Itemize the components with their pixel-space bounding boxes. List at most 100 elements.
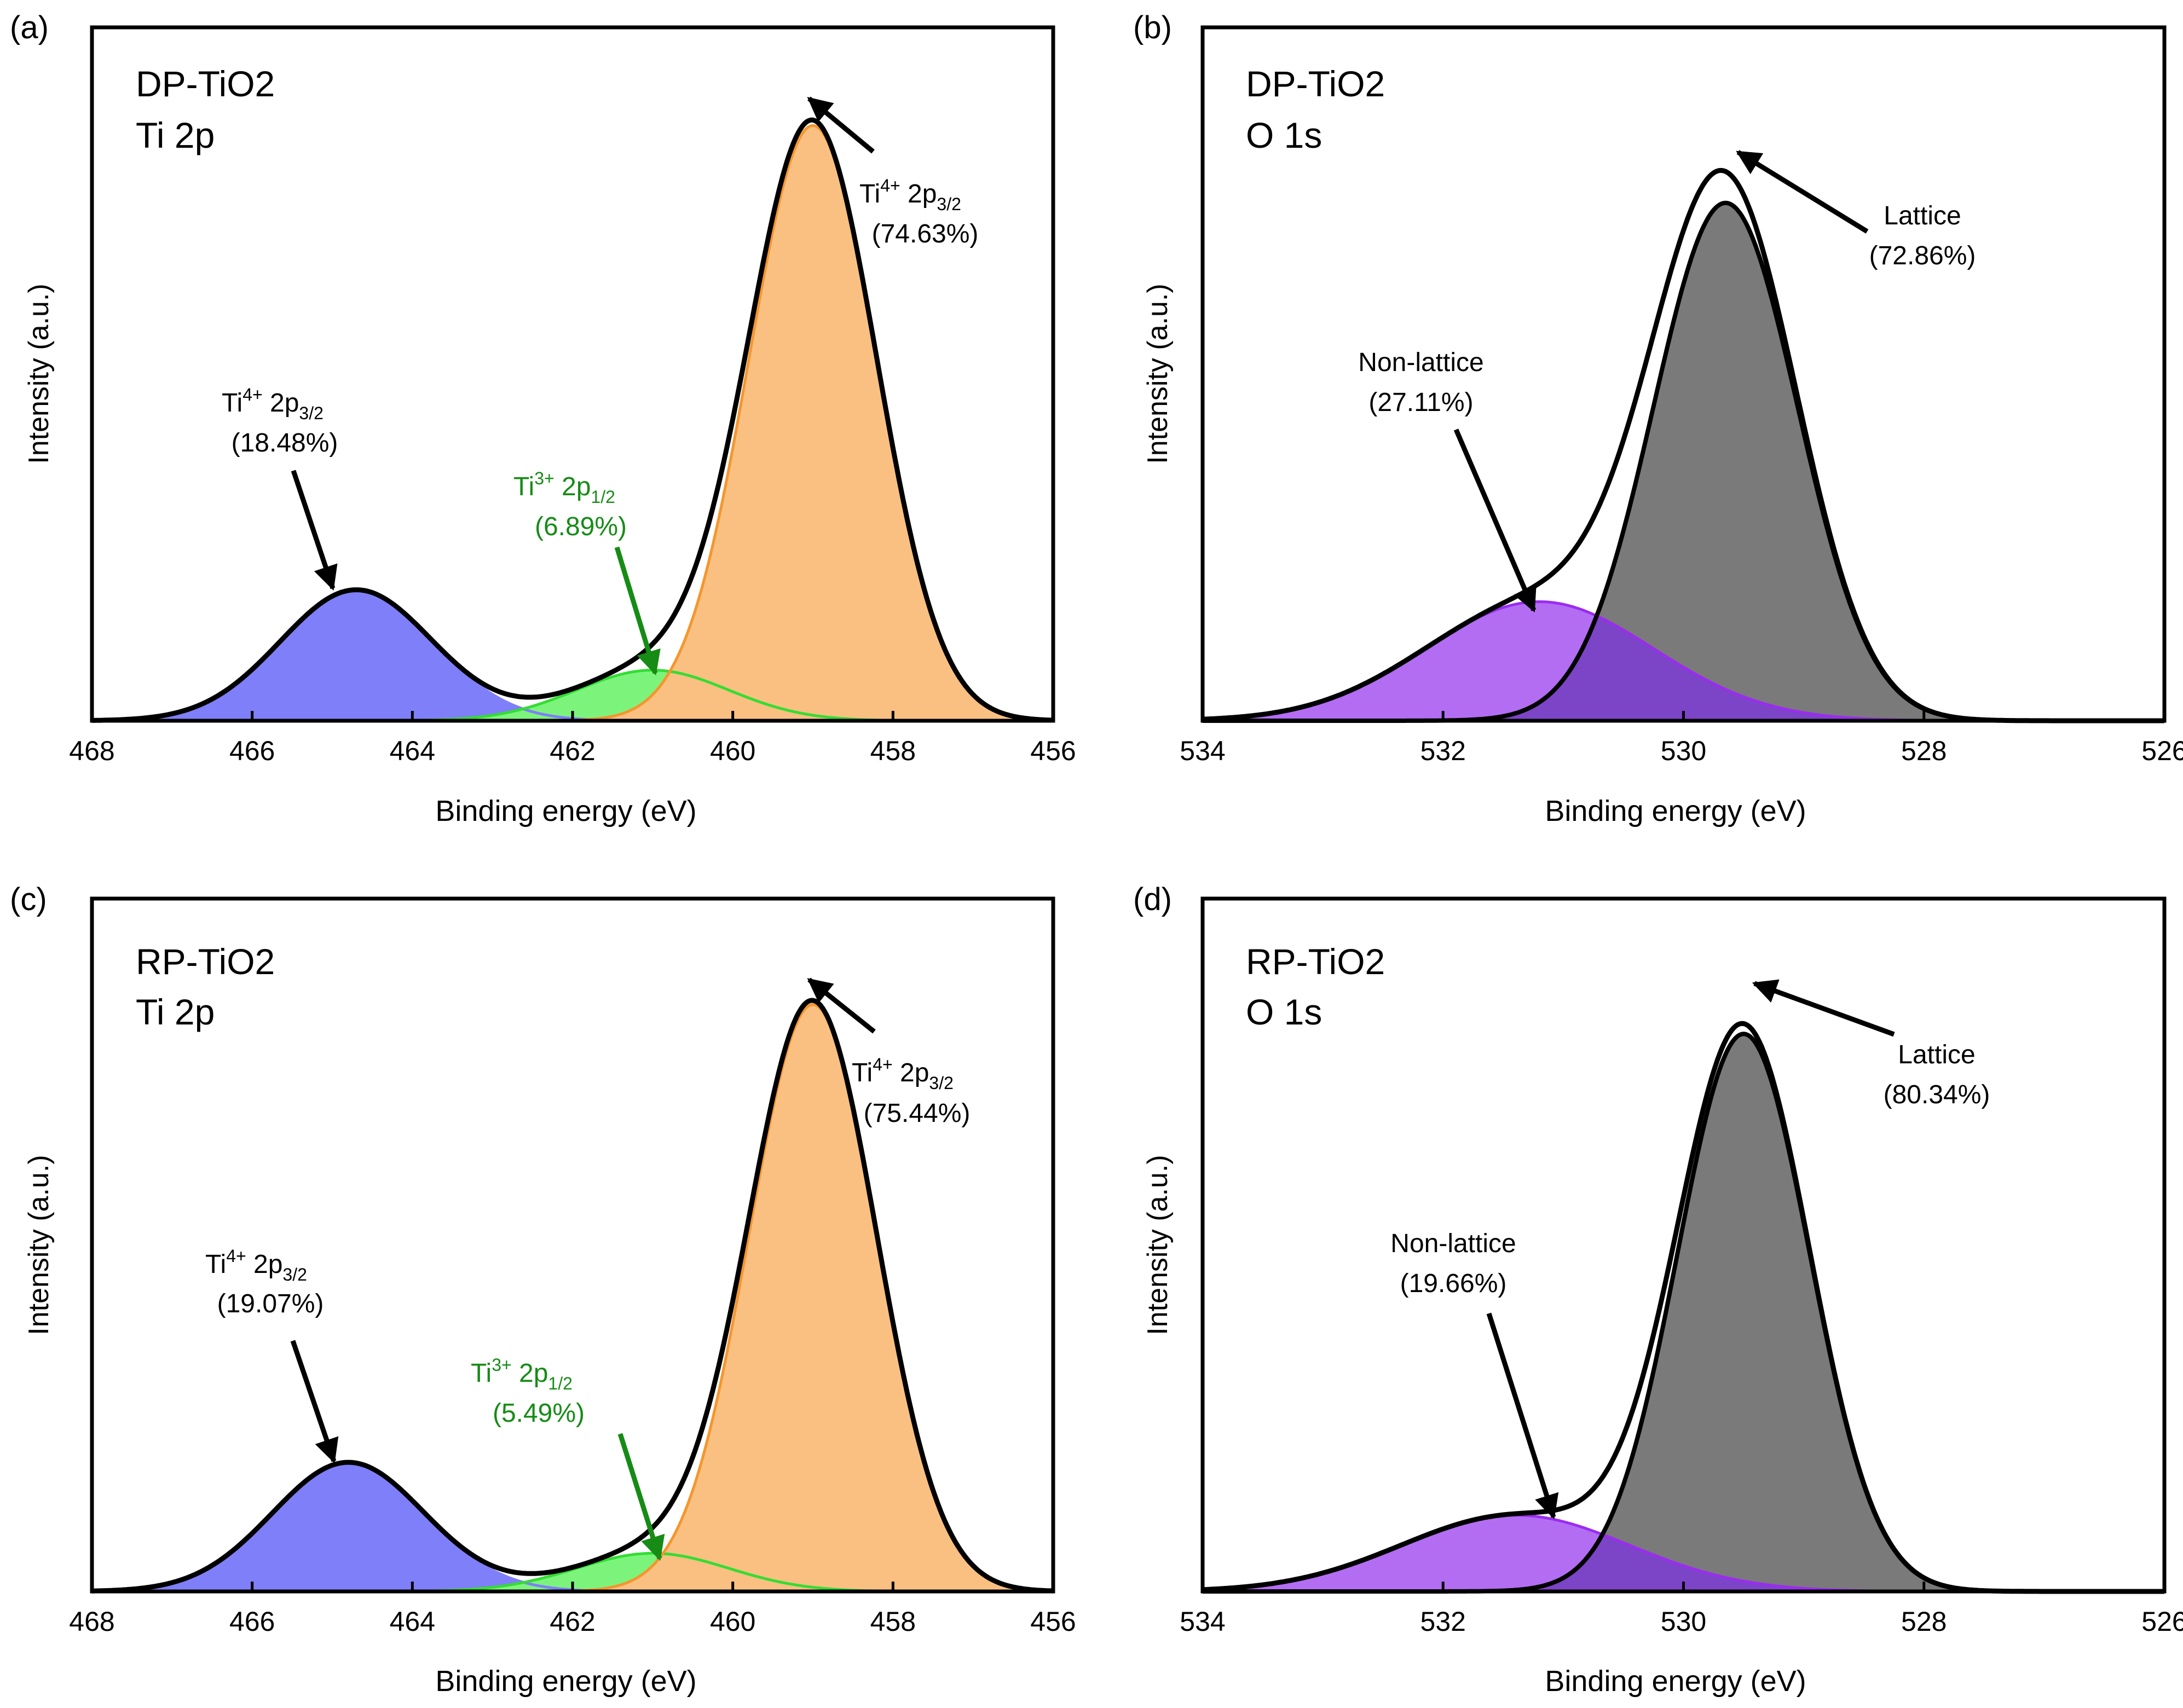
- panel-a-arrow-ti4-left: [291, 470, 338, 591]
- panel-c-title-line2: Ti 2p: [136, 992, 215, 1032]
- panel-a-xtick-label: 468: [69, 736, 114, 766]
- panel-d-arrow-nonlattice: [1486, 1312, 1559, 1520]
- panel-c-xtick-label: 456: [1030, 1606, 1076, 1637]
- svg-text:(72.86%): (72.86%): [1869, 241, 1976, 270]
- panel-b-xtick-label: 530: [1661, 736, 1706, 766]
- svg-text:Lattice: Lattice: [1898, 1040, 1975, 1069]
- panel-a-label-ti4-right: Ti4+ 2p3/2 (74.63%): [859, 176, 978, 248]
- panel-a-peak-fill-1: [92, 589, 1053, 721]
- panel-c-envelope: [91, 998, 1054, 1594]
- svg-text:(80.34%): (80.34%): [1884, 1080, 1990, 1109]
- panel-a-frame: [90, 25, 1055, 723]
- panel-a-title-line2: Ti 2p: [136, 115, 215, 155]
- panel-d-peak-fill-2: [1203, 1034, 2164, 1591]
- panel-c-peak-fill-3: [92, 1004, 1053, 1591]
- panel-d-arrow-lattice: [1752, 979, 1895, 1037]
- panel-c-title-line1: RP-TiO2: [136, 941, 275, 982]
- panel-a-xtick-label: 464: [390, 736, 435, 766]
- panel-a-peak-fill-3: [92, 125, 1053, 721]
- panel-a-xlabel: Binding energy (eV): [435, 795, 696, 827]
- panel-d-xtick-label: 534: [1180, 1606, 1225, 1637]
- panel-c-arrow-ti4-left: [290, 1340, 339, 1464]
- panel-c-xtick-labels: 468 466 464 462 460 458 456: [69, 1606, 1076, 1637]
- panel-b-frame: [1200, 25, 2167, 723]
- panel-a-label-ti4-left: Ti4+ 2p3/2 (18.48%): [222, 385, 338, 458]
- panel-d-peak-fill-1: [1203, 1515, 2164, 1591]
- panel-c-xtick-label: 464: [390, 1606, 435, 1637]
- panel-b-tag: (b): [1133, 10, 1172, 45]
- panel-c-tag: (c): [10, 882, 47, 917]
- panel-b-label-lattice: Lattice (72.86%): [1869, 201, 1976, 270]
- panel-b-xtick-labels: 534 532 530 528 526: [1180, 736, 2183, 766]
- panel-d-title-line2: O 1s: [1246, 992, 1322, 1032]
- panel-b-label-nonlattice: Non-lattice (27.11%): [1358, 348, 1483, 417]
- svg-text:Ti4+ 2p3/2: Ti4+ 2p3/2: [859, 176, 961, 214]
- svg-text:(74.63%): (74.63%): [872, 219, 979, 248]
- panel-b: (b) DP-TiO2 O 1s Intensity (a.u.) Bindin…: [1133, 10, 2183, 827]
- panel-c-label-ti4-right: Ti4+ 2p3/2 (75.44%): [852, 1055, 970, 1128]
- panel-d-title-line1: RP-TiO2: [1246, 941, 1385, 982]
- svg-text:Ti4+ 2p3/2: Ti4+ 2p3/2: [222, 385, 324, 423]
- panel-b-xtick-label: 534: [1180, 736, 1225, 766]
- svg-text:Non-lattice: Non-lattice: [1358, 348, 1483, 377]
- panel-c-xtick-label: 460: [710, 1606, 755, 1637]
- svg-text:(18.48%): (18.48%): [232, 429, 338, 458]
- panel-a-label-ti3: Ti3+ 2p1/2 (6.89%): [513, 468, 627, 541]
- panel-d-tag: (d): [1133, 882, 1172, 917]
- panel-d-label-nonlattice: Non-lattice (19.66%): [1390, 1229, 1516, 1298]
- panel-b-title-line1: DP-TiO2: [1246, 63, 1385, 104]
- panel-c-arrow-ti4-right: [807, 977, 876, 1034]
- panel-c-peak-fill-2: [92, 1553, 1053, 1591]
- panel-c-peak-fill-1: [92, 1462, 1053, 1591]
- panel-d-xtick-label: 530: [1661, 1606, 1706, 1637]
- panel-c-xtick-label: 466: [229, 1606, 275, 1637]
- svg-text:(5.49%): (5.49%): [493, 1399, 585, 1428]
- svg-text:Lattice: Lattice: [1884, 201, 1961, 230]
- svg-text:Ti4+ 2p3/2: Ti4+ 2p3/2: [852, 1055, 954, 1093]
- panel-b-xtick-label: 532: [1420, 736, 1466, 766]
- panel-c-xtick-label: 462: [550, 1606, 595, 1637]
- panel-c-ylabel: Intensity (a.u.): [23, 1155, 55, 1335]
- svg-text:(27.11%): (27.11%): [1368, 388, 1473, 417]
- panel-a-xtick-label: 458: [870, 736, 916, 766]
- panel-d-xlabel: Binding energy (eV): [1545, 1665, 1806, 1698]
- panel-b-title-line2: O 1s: [1246, 115, 1322, 155]
- panel-a-title-line1: DP-TiO2: [136, 63, 275, 104]
- panel-b-xtick-label: 528: [1901, 736, 1947, 766]
- svg-text:(19.07%): (19.07%): [217, 1289, 324, 1318]
- panel-d-xtick-label: 528: [1901, 1606, 1947, 1637]
- panel-a-ylabel: Intensity (a.u.): [23, 283, 55, 464]
- panel-d: (d) RP-TiO2 O 1s Intensity (a.u.) Bindin…: [1133, 882, 2183, 1698]
- panel-a-plot: [90, 117, 1055, 723]
- svg-text:(19.66%): (19.66%): [1400, 1269, 1507, 1298]
- panel-d-plot: [1201, 1021, 2166, 1594]
- panel-a: (a) DP-TiO2 Ti 2p Intensity (a.u.) Bindi…: [10, 10, 1076, 827]
- panel-a-peak-fill-2: [92, 670, 1053, 721]
- svg-text:(6.89%): (6.89%): [535, 512, 627, 541]
- panel-c-arrow-ti3: [617, 1433, 665, 1561]
- panel-d-ylabel: Intensity (a.u.): [1142, 1155, 1174, 1335]
- panel-a-xtick-labels: 468 466 464 462 460 458 456: [69, 736, 1076, 766]
- svg-text:Ti3+ 2p1/2: Ti3+ 2p1/2: [513, 468, 615, 507]
- panel-c-xtick-label: 458: [870, 1606, 916, 1637]
- panel-d-frame: [1200, 896, 2167, 1594]
- panel-a-arrow-ti4-right: [807, 96, 875, 154]
- panel-a-xtick-label: 456: [1030, 736, 1076, 766]
- panel-c-label-ti4-left: Ti4+ 2p3/2 (19.07%): [205, 1246, 324, 1318]
- panel-a-xtick-label: 462: [550, 736, 595, 766]
- panel-a-xtick-label: 466: [229, 736, 275, 766]
- svg-text:Ti4+ 2p3/2: Ti4+ 2p3/2: [205, 1246, 307, 1284]
- panel-d-xtick-labels: 534 532 530 528 526: [1180, 1606, 2183, 1637]
- panel-b-peak-fill-1: [1203, 601, 2164, 721]
- panel-a-arrow-ti3: [614, 546, 661, 676]
- svg-text:Ti3+ 2p1/2: Ti3+ 2p1/2: [471, 1355, 573, 1393]
- panel-b-ylabel: Intensity (a.u.): [1142, 283, 1174, 464]
- panel-b-xtick-label: 526: [2141, 736, 2183, 766]
- svg-text:(75.44%): (75.44%): [864, 1099, 971, 1128]
- panel-b-xlabel: Binding energy (eV): [1545, 795, 1806, 827]
- panel-c: (c) RP-TiO2 Ti 2p Intensity (a.u.) Bindi…: [10, 882, 1076, 1698]
- panel-d-label-lattice: Lattice (80.34%): [1884, 1040, 1990, 1109]
- panel-a-envelope: [92, 117, 1054, 723]
- panel-d-peak-overlap: [1203, 1535, 2164, 1591]
